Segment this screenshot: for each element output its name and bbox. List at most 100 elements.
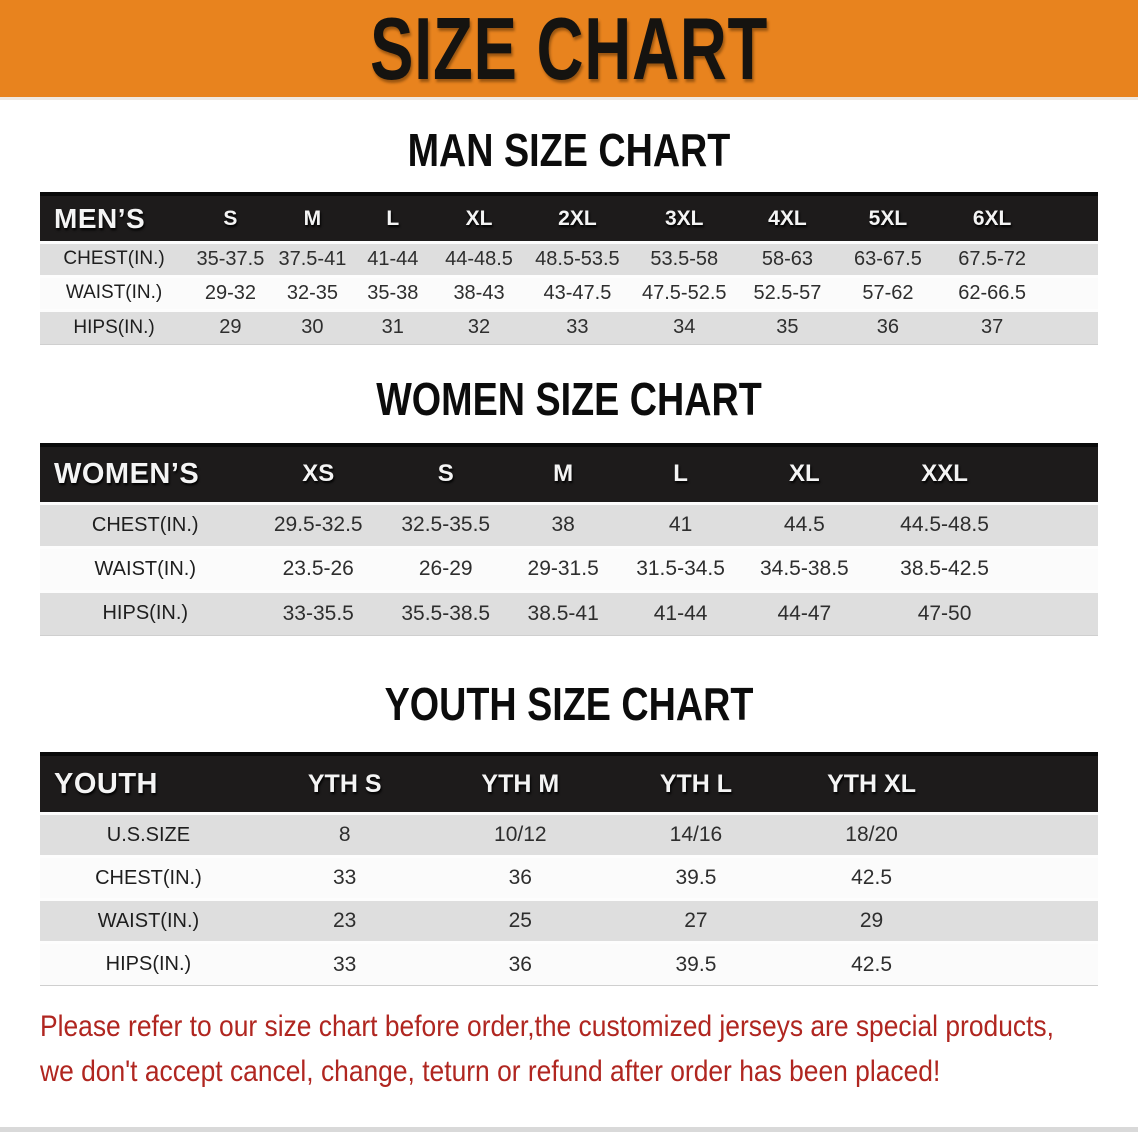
youth-row-chestin: CHEST(IN.) 33 36 39.5 42.5 xyxy=(40,855,1098,900)
cell: 47-50 xyxy=(868,589,1021,636)
cell: 35.5-38.5 xyxy=(385,589,506,636)
row-label: CHEST(IN.) xyxy=(40,240,189,277)
cell: 29.5-32.5 xyxy=(250,501,386,548)
cell: 32 xyxy=(433,308,525,345)
men-column-header-xl: XL xyxy=(433,193,525,244)
section-men: MAN SIZE CHART MEN’S S M L XL 2XL 3XL 4XL 5XL 6XL C… xyxy=(40,126,1098,345)
youth-header-spacer xyxy=(959,752,1098,815)
cell: 37.5-41 xyxy=(272,240,353,277)
men-column-header-l: L xyxy=(352,193,434,244)
cell: 62-66.5 xyxy=(939,274,1046,311)
cell: 33 xyxy=(524,308,631,345)
youth-column-header-yth-l: YTH L xyxy=(608,752,784,815)
footnote-line-1: Please refer to our size chart before or… xyxy=(40,1010,1054,1044)
youth-header-row: YOUTH YTH S YTH M YTH L YTH XL xyxy=(40,752,1098,815)
men-row-chestin: CHEST(IN.) 35-37.5 37.5-41 41-44 44-48.5 48.5… xyxy=(40,240,1098,277)
cell: 44-48.5 xyxy=(433,240,525,277)
men-column-header-m: M xyxy=(272,193,353,244)
cell: 48.5-53.5 xyxy=(524,240,631,277)
cell: 44.5-48.5 xyxy=(868,501,1021,548)
row-spacer xyxy=(1020,545,1098,592)
cell: 34 xyxy=(630,308,739,345)
cell: 58-63 xyxy=(738,240,837,277)
youth-column-header-yth-s: YTH S xyxy=(256,752,433,815)
youth-group-label: YOUTH xyxy=(40,752,257,815)
cell: 57-62 xyxy=(836,274,940,311)
cell: 31 xyxy=(352,308,434,345)
men-size-table: MEN’S S M L XL 2XL 3XL 4XL 5XL 6XL CHEST(IN.) 35-37… xyxy=(40,192,1098,345)
cell: 34.5-38.5 xyxy=(740,545,869,592)
men-column-header-s: S xyxy=(188,193,273,244)
women-header-row: WOMEN’S XS S M L XL XXL xyxy=(40,444,1098,505)
cell: 38-43 xyxy=(433,274,525,311)
women-column-header-l: L xyxy=(620,444,741,505)
men-column-header-4xl: 4XL xyxy=(738,193,837,244)
cell: 33 xyxy=(256,941,433,986)
cell: 36 xyxy=(836,308,940,345)
section-youth: YOUTH SIZE CHART YOUTH YTH S YTH M YTH L YTH … xyxy=(40,677,1098,987)
cell: 30 xyxy=(272,308,353,345)
cell: 33 xyxy=(256,855,433,900)
cell: 8 xyxy=(256,812,433,857)
cell: 36 xyxy=(432,941,609,986)
cell: 29-32 xyxy=(188,274,273,311)
cell: 63-67.5 xyxy=(836,240,940,277)
cell: 39.5 xyxy=(608,855,784,900)
cell: 32-35 xyxy=(272,274,353,311)
cell: 44.5 xyxy=(740,501,869,548)
women-column-header-m: M xyxy=(505,444,621,505)
footnote-line-2: we don't accept cancel, change, teturn o… xyxy=(40,1055,941,1089)
row-spacer xyxy=(1020,501,1098,548)
men-row-waistin: WAIST(IN.) 29-32 32-35 35-38 38-43 43-47.5 47.… xyxy=(40,274,1098,311)
row-spacer xyxy=(959,898,1098,943)
cell: 26-29 xyxy=(385,545,506,592)
cell: 42.5 xyxy=(783,855,960,900)
youth-column-header-yth-m: YTH M xyxy=(432,752,609,815)
cell: 35-37.5 xyxy=(188,240,273,277)
cell: 47.5-52.5 xyxy=(630,274,739,311)
cell: 32.5-35.5 xyxy=(385,501,506,548)
women-row-hipsin: HIPS(IN.) 33-35.5 35.5-38.5 38.5-41 41-44 44-… xyxy=(40,589,1098,636)
youth-section-heading: YOUTH SIZE CHART xyxy=(384,677,754,730)
cell: 41-44 xyxy=(352,240,434,277)
youth-column-header-yth-xl: YTH XL xyxy=(783,752,960,815)
women-column-header-xl: XL xyxy=(740,444,869,505)
youth-row-waistin: WAIST(IN.) 23 25 27 29 xyxy=(40,898,1098,943)
women-column-header-xs: XS xyxy=(250,444,386,505)
cell: 27 xyxy=(608,898,784,943)
cell: 39.5 xyxy=(608,941,784,986)
cell: 23 xyxy=(256,898,433,943)
row-label: WAIST(IN.) xyxy=(40,274,189,311)
cell: 44-47 xyxy=(740,589,869,636)
men-header-spacer xyxy=(1045,193,1098,244)
men-header-row: MEN’S S M L XL 2XL 3XL 4XL 5XL 6XL xyxy=(40,193,1098,244)
women-size-table: WOMEN’S XS S M L XL XXL CHEST(IN.) 29.5-32.5 32.5… xyxy=(40,443,1098,636)
cell: 35 xyxy=(738,308,837,345)
women-column-header-s: S xyxy=(385,444,506,505)
footnote: Please refer to our size chart before or… xyxy=(40,1004,1054,1094)
cell: 67.5-72 xyxy=(939,240,1046,277)
cell: 37 xyxy=(939,308,1046,345)
women-column-header-xxl: XXL xyxy=(868,444,1021,505)
youth-row-hipsin: HIPS(IN.) 33 36 39.5 42.5 xyxy=(40,941,1098,986)
cell: 36 xyxy=(432,855,609,900)
row-label: CHEST(IN.) xyxy=(40,501,251,548)
row-spacer xyxy=(959,812,1098,857)
women-row-chestin: CHEST(IN.) 29.5-32.5 32.5-35.5 38 41 44.5 44.5… xyxy=(40,501,1098,548)
men-column-header-6xl: 6XL xyxy=(939,193,1046,244)
cell: 29 xyxy=(783,898,960,943)
cell: 38 xyxy=(505,501,621,548)
row-label: HIPS(IN.) xyxy=(40,308,189,345)
banner-title: SIZE CHART xyxy=(369,0,769,98)
youth-row-ussize: U.S.SIZE 8 10/12 14/16 18/20 xyxy=(40,812,1098,857)
youth-size-table: YOUTH YTH S YTH M YTH L YTH XL U.S.SIZE 8 10/12… xyxy=(40,751,1098,987)
cell: 43-47.5 xyxy=(524,274,631,311)
row-label: HIPS(IN.) xyxy=(40,941,257,986)
row-spacer xyxy=(959,855,1098,900)
cell: 29-31.5 xyxy=(505,545,621,592)
row-spacer xyxy=(1045,274,1098,311)
cell: 18/20 xyxy=(783,812,960,857)
women-header-spacer xyxy=(1020,444,1098,505)
cell: 25 xyxy=(432,898,609,943)
